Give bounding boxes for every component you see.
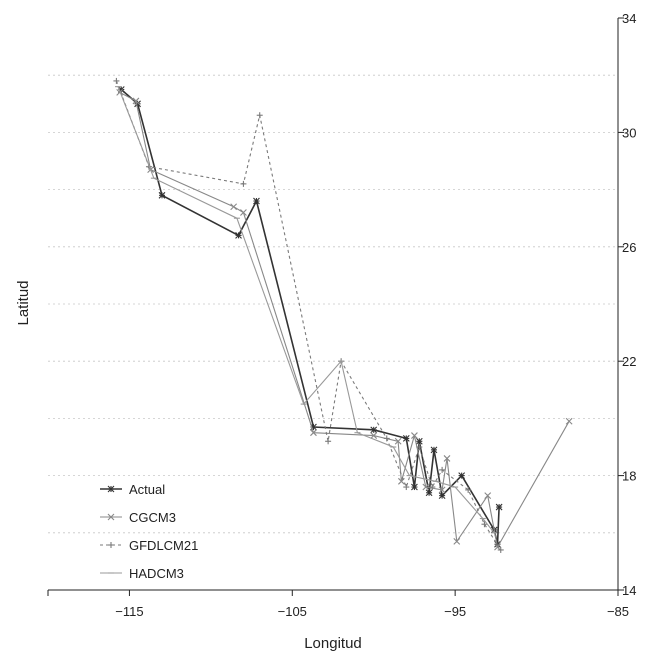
data-point <box>411 432 418 439</box>
data-point <box>458 472 466 479</box>
data-point <box>394 437 402 445</box>
series-layer <box>113 77 573 553</box>
data-point <box>253 197 260 205</box>
data-point <box>240 180 247 187</box>
y-tick-label: 26 <box>622 240 636 255</box>
legend-label: HADCM3 <box>129 566 184 581</box>
data-point <box>310 429 317 437</box>
y-tick-label: 14 <box>622 583 636 598</box>
data-point <box>416 444 423 450</box>
data-point <box>256 112 263 119</box>
data-point <box>465 486 472 493</box>
data-point <box>494 543 501 551</box>
data-point <box>415 437 423 445</box>
legend-label: Actual <box>129 482 165 497</box>
data-point <box>430 446 438 454</box>
series-cgcm3 <box>116 88 573 551</box>
data-point <box>370 432 378 439</box>
data-point <box>495 503 503 511</box>
series-hadcm3 <box>115 86 498 534</box>
data-point <box>481 521 488 528</box>
series-gfdlcm21 <box>113 77 504 553</box>
legend-marker <box>108 542 114 548</box>
data-point <box>240 209 247 216</box>
data-point <box>565 417 573 425</box>
legend-marker <box>107 485 115 493</box>
legend-label: CGCM3 <box>129 510 176 525</box>
data-point <box>497 546 504 553</box>
data-point <box>235 231 242 239</box>
y-tick-label: 30 <box>622 125 636 140</box>
data-point <box>438 492 446 500</box>
data-point <box>132 97 140 105</box>
y-tick-label: 34 <box>622 11 636 26</box>
y-tick-label: 22 <box>622 354 636 369</box>
series-line <box>119 91 570 549</box>
data-point <box>370 426 378 434</box>
legend: Actual CGCM3 GFDLCM21 HADCM3 <box>100 482 198 581</box>
gridlines <box>48 74 618 534</box>
data-point <box>429 484 436 491</box>
x-tick-label: −85 <box>607 604 629 619</box>
data-point <box>113 77 120 84</box>
data-point <box>402 435 410 442</box>
data-point <box>230 203 238 211</box>
x-tick-label: −95 <box>444 604 466 619</box>
tick-labels: −115 −105 −95 −85 14 18 22 26 30 34 <box>115 11 636 619</box>
data-point <box>439 466 446 473</box>
legend-item: HADCM3 <box>100 566 184 581</box>
data-point <box>443 455 451 462</box>
data-point <box>425 489 433 497</box>
x-axis-title: Longitud <box>304 635 362 652</box>
legend-item: Actual <box>100 482 165 497</box>
y-tick-label: 18 <box>622 469 636 484</box>
data-point <box>325 438 332 445</box>
series-line <box>115 80 502 551</box>
legend-item: GFDLCM21 <box>100 538 198 553</box>
legend-label: GFDLCM21 <box>129 538 198 553</box>
x-tick-label: −115 <box>115 604 143 619</box>
data-point <box>383 435 390 442</box>
legend-marker <box>107 513 115 521</box>
data-point <box>484 492 492 500</box>
x-tick-label: −105 <box>278 604 307 619</box>
axes <box>47 17 624 596</box>
series-actual <box>117 86 503 548</box>
series-line <box>120 88 500 545</box>
data-point <box>453 537 461 545</box>
data-point <box>403 484 410 491</box>
y-axis-title: Latitud <box>15 280 32 325</box>
data-point <box>438 486 446 494</box>
data-point <box>422 483 430 491</box>
data-point <box>158 191 166 199</box>
legend-item: CGCM3 <box>100 510 176 525</box>
data-point <box>411 483 418 491</box>
series-line <box>117 86 495 534</box>
